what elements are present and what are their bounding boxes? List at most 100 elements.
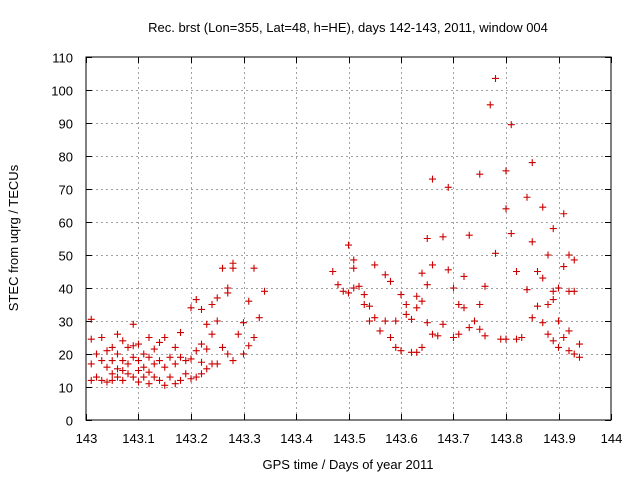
data-point — [108, 343, 116, 351]
data-point — [392, 343, 400, 351]
data-point — [203, 365, 211, 373]
data-point — [450, 284, 457, 292]
data-point — [429, 261, 436, 269]
data-point — [334, 281, 342, 289]
data-point — [539, 319, 547, 327]
data-point — [135, 378, 142, 386]
data-point — [119, 337, 127, 345]
data-point — [544, 330, 552, 338]
data-point — [528, 314, 536, 322]
data-point — [539, 203, 547, 211]
data-point — [549, 337, 557, 345]
x-tick-label: 143 — [76, 431, 98, 446]
data-point — [177, 376, 184, 384]
data-point — [392, 317, 400, 325]
data-point — [124, 343, 132, 351]
data-point — [240, 319, 247, 327]
data-point — [208, 330, 216, 338]
data-point — [140, 350, 148, 358]
data-point — [187, 355, 195, 363]
data-point — [198, 370, 205, 378]
data-point — [387, 334, 394, 341]
data-point — [213, 294, 221, 302]
x-tick-label: 144 — [601, 431, 623, 446]
data-point — [560, 334, 568, 341]
data-point — [418, 297, 426, 305]
data-point — [423, 235, 431, 242]
data-point — [371, 261, 379, 269]
data-point — [544, 301, 552, 308]
data-point — [240, 350, 247, 358]
data-point — [455, 301, 463, 308]
data-point — [471, 317, 478, 325]
data-point — [145, 334, 153, 341]
y-axis-label: STEC from uqrg / TECUs — [6, 164, 21, 311]
y-tick-label: 40 — [59, 282, 73, 297]
data-point — [429, 175, 436, 183]
data-point — [513, 268, 520, 275]
data-point — [408, 315, 415, 323]
data-point — [166, 373, 174, 381]
data-point — [492, 74, 499, 82]
x-tick-label: 143.7 — [437, 431, 470, 446]
data-point — [397, 347, 405, 355]
data-point — [156, 357, 163, 365]
x-axis-label: GPS time / Days of year 2011 — [263, 457, 434, 472]
data-point — [423, 281, 431, 289]
data-point — [103, 378, 111, 386]
data-point — [177, 353, 184, 361]
data-point — [549, 225, 557, 233]
data-point — [187, 304, 195, 312]
data-point — [502, 205, 510, 213]
data-point — [192, 296, 200, 304]
data-point — [502, 335, 510, 343]
data-point — [203, 320, 211, 328]
data-point — [555, 343, 562, 351]
chart-title: Rec. brst (Lon=355, Lat=48, h=HE), days … — [148, 20, 548, 35]
y-tick-label: 10 — [59, 381, 73, 396]
data-point — [513, 335, 520, 343]
data-point — [145, 380, 153, 388]
data-point — [161, 363, 169, 371]
data-point — [381, 271, 389, 279]
data-point — [166, 353, 174, 361]
data-point — [108, 376, 116, 384]
data-point — [103, 363, 111, 371]
x-tick-label: 143.2 — [175, 431, 208, 446]
data-point — [528, 159, 536, 167]
data-point — [555, 317, 562, 325]
data-point — [565, 347, 573, 355]
data-point — [402, 301, 410, 308]
data-point — [198, 340, 205, 348]
data-point — [150, 345, 158, 353]
data-point — [150, 360, 158, 368]
data-point — [381, 317, 389, 325]
data-point — [129, 342, 137, 350]
data-point — [156, 376, 163, 384]
data-point — [339, 287, 347, 295]
data-point — [182, 357, 190, 365]
plot-frame — [85, 56, 612, 421]
data-point — [198, 358, 205, 366]
data-point — [234, 330, 242, 338]
data-point — [576, 353, 583, 361]
y-tick-label: 100 — [51, 84, 73, 99]
data-points — [87, 74, 583, 389]
data-point — [413, 292, 421, 300]
data-point — [460, 304, 468, 312]
data-point — [250, 334, 258, 341]
data-point — [250, 264, 258, 272]
data-point — [161, 334, 169, 341]
data-point — [376, 327, 384, 335]
y-tick-label: 110 — [52, 51, 73, 66]
data-point — [87, 376, 95, 384]
data-point — [93, 350, 100, 358]
data-point — [345, 241, 352, 249]
data-point — [124, 360, 132, 368]
data-point — [224, 350, 232, 358]
grid-lines — [86, 57, 611, 420]
data-point — [387, 277, 394, 285]
y-tick-label: 30 — [59, 315, 73, 330]
y-tick-label: 70 — [59, 183, 73, 198]
